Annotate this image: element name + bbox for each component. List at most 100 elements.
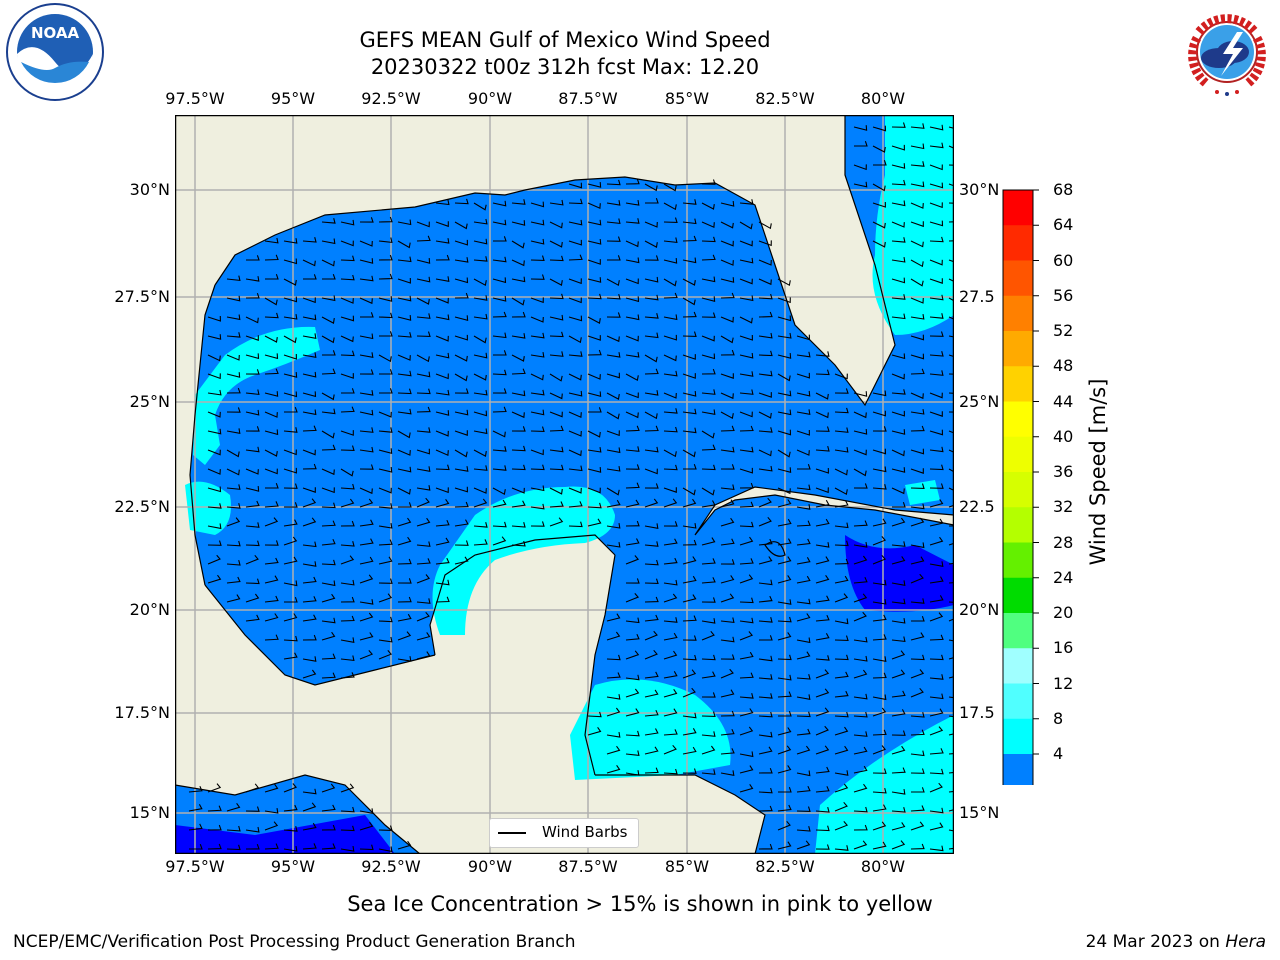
wind-barb	[891, 237, 906, 243]
wind-barb	[834, 575, 849, 584]
wind-barb	[302, 487, 316, 493]
wind-barb	[359, 538, 374, 546]
wind-barb	[663, 408, 678, 414]
wind-barb	[758, 538, 773, 546]
wind-barb	[872, 466, 887, 473]
wind-barb	[321, 218, 336, 224]
wind-barb	[378, 237, 393, 244]
wind-barb	[511, 199, 526, 205]
wind-barb	[929, 595, 944, 603]
wind-barb	[587, 502, 602, 509]
wind-barb	[663, 426, 678, 433]
wind-barb	[378, 427, 393, 433]
wind-barb	[264, 595, 279, 603]
wind-barb	[397, 354, 411, 361]
wind-barb	[226, 503, 241, 509]
wind-barb	[245, 335, 259, 341]
colorbar-tick-label: 4	[1053, 744, 1064, 763]
wind-barb	[226, 559, 241, 566]
wind-barb	[530, 485, 545, 492]
wind-barb	[891, 669, 906, 679]
wind-barb	[758, 411, 772, 419]
wind-barb	[264, 411, 278, 418]
gulf-sea-area	[190, 115, 954, 854]
wind-barb	[739, 617, 754, 624]
wind-barb	[511, 276, 526, 283]
wind-barb	[777, 538, 792, 546]
wind-barb	[321, 316, 335, 324]
wind-barb	[530, 503, 545, 510]
colorbar-tick-label: 16	[1053, 638, 1074, 658]
wind-barb	[435, 373, 449, 380]
wind-barb	[492, 499, 507, 508]
wind-barb	[929, 236, 944, 243]
wind-barb	[492, 295, 507, 302]
colorbar-tick-label: 36	[1053, 462, 1074, 481]
wind-barb	[644, 183, 658, 192]
wind-barb	[815, 467, 829, 474]
wind-barb	[302, 669, 317, 679]
wind-barb	[283, 846, 298, 852]
wind-barb	[264, 368, 279, 375]
wind-barb	[682, 199, 697, 205]
wind-barb	[777, 727, 792, 736]
wind-barb	[796, 651, 811, 660]
wind-barb	[226, 314, 241, 321]
wind-barb	[720, 636, 735, 643]
wind-barb	[644, 354, 658, 363]
wind-barb	[796, 390, 811, 397]
wind-barb	[302, 596, 317, 603]
wind-barb	[473, 539, 488, 546]
wind-barb	[682, 687, 696, 698]
wind-barb	[720, 335, 734, 344]
wind-barb	[758, 617, 773, 623]
lat-tick-left: 17.5°N	[114, 703, 170, 722]
wind-barb	[872, 634, 887, 641]
wind-barb	[625, 352, 640, 358]
wind-barb	[853, 449, 867, 456]
wind-barb	[226, 540, 241, 547]
wind-barb	[682, 746, 697, 755]
wind-barb	[606, 613, 621, 622]
wind-barb	[568, 390, 583, 397]
wind-barb	[568, 335, 582, 344]
wind-barb	[226, 407, 241, 413]
wind-barb	[473, 278, 487, 287]
wind-barb	[454, 198, 469, 205]
wind-barb	[720, 446, 735, 453]
wind-barb	[644, 221, 658, 228]
wind-barb	[891, 709, 906, 717]
wind-barb	[359, 390, 374, 396]
lon-tick-top: 85°W	[664, 89, 710, 108]
wind-barb	[321, 274, 336, 280]
wind-barb	[435, 297, 449, 304]
wind-barb	[283, 804, 298, 812]
wind-barb	[416, 276, 431, 283]
wind-barb	[492, 388, 507, 394]
wind-barb	[872, 183, 886, 192]
wind-barb	[302, 843, 317, 850]
wind-barb	[587, 349, 602, 356]
wind-barb	[264, 297, 278, 306]
wind-barb	[701, 236, 716, 243]
wind-barb	[340, 297, 354, 304]
wind-barb	[891, 517, 906, 527]
wind-barb	[910, 425, 925, 432]
wind-barb	[264, 483, 279, 489]
wind-barb	[720, 292, 735, 299]
wind-barb	[245, 486, 260, 492]
lon-tick-top: 95°W	[270, 89, 316, 108]
wind-barb	[910, 409, 925, 415]
wind-barb	[796, 806, 811, 812]
wind-barb	[321, 487, 335, 494]
wind-barb	[264, 821, 279, 831]
wind-barb	[587, 373, 601, 380]
calm-patch-west	[195, 326, 320, 425]
wind-barb	[758, 278, 772, 286]
wind-barb	[283, 483, 298, 489]
wind-barb	[682, 408, 697, 415]
wind-barb	[891, 200, 906, 207]
wind-barb	[834, 726, 849, 736]
wind-barb	[682, 278, 696, 286]
wind-barb	[549, 314, 564, 321]
